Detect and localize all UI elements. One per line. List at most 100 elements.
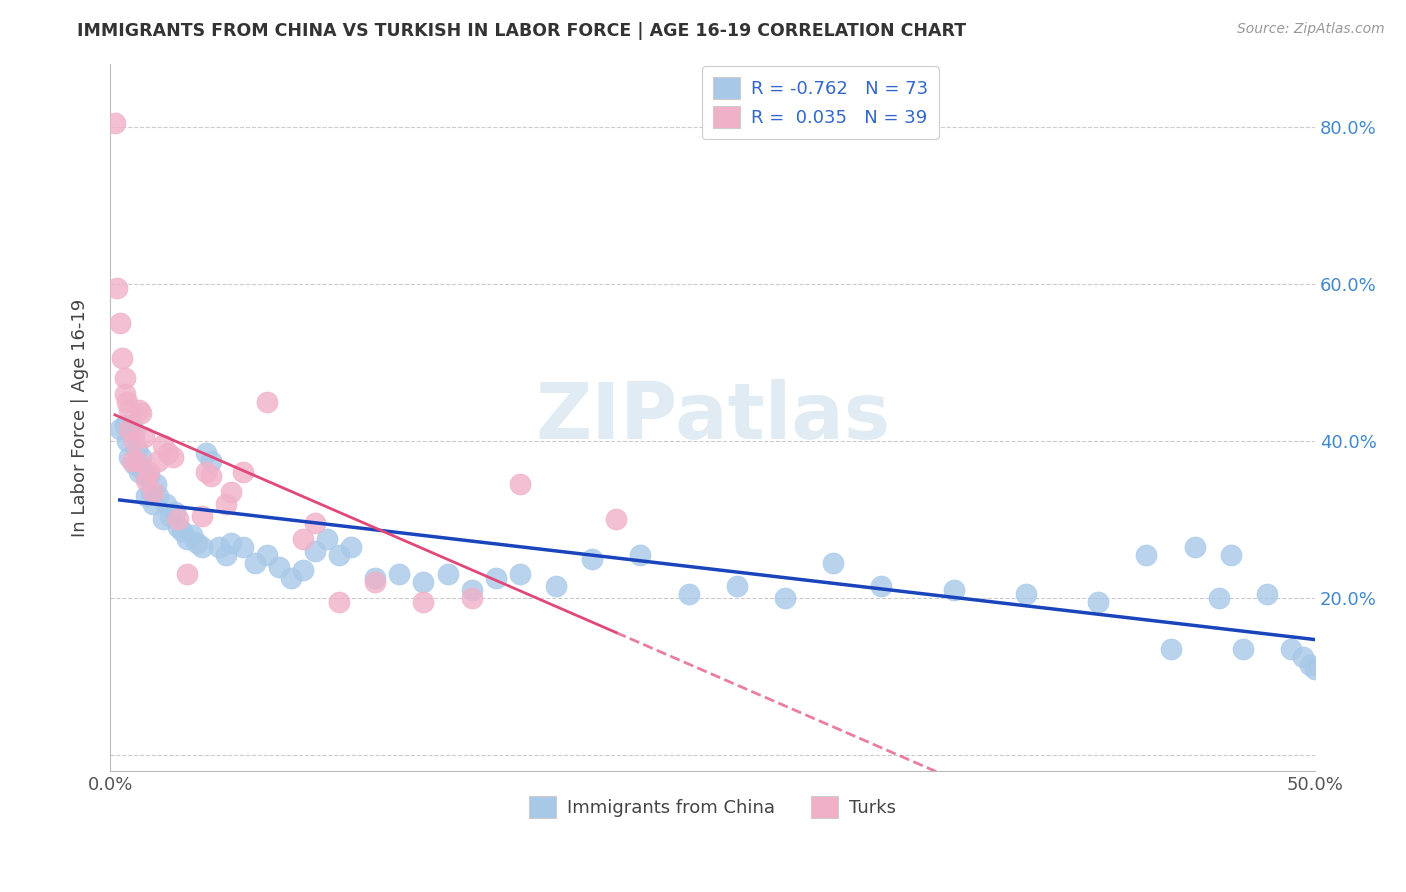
Point	[125, 453, 148, 467]
Point	[128, 466, 150, 480]
Point	[148, 489, 170, 503]
Point	[219, 485, 242, 500]
Point	[291, 564, 314, 578]
Point	[104, 116, 127, 130]
Point	[155, 497, 177, 511]
Point	[725, 579, 748, 593]
Point	[340, 540, 363, 554]
Point	[108, 422, 131, 436]
Point	[122, 458, 145, 472]
Point	[460, 591, 482, 605]
Point	[121, 453, 143, 467]
Point	[256, 548, 278, 562]
Point	[118, 450, 141, 464]
Text: IMMIGRANTS FROM CHINA VS TURKISH IN LABOR FORCE | AGE 16-19 CORRELATION CHART: IMMIGRANTS FROM CHINA VS TURKISH IN LABO…	[77, 22, 966, 40]
Point	[509, 567, 531, 582]
Point	[1256, 587, 1278, 601]
Point	[142, 485, 165, 500]
Point	[128, 402, 150, 417]
Point	[115, 394, 138, 409]
Point	[1219, 548, 1241, 562]
Point	[156, 446, 179, 460]
Point	[256, 394, 278, 409]
Point	[200, 469, 222, 483]
Point	[190, 508, 212, 523]
Point	[304, 544, 326, 558]
Point	[207, 540, 229, 554]
Point	[870, 579, 893, 593]
Point	[291, 532, 314, 546]
Point	[388, 567, 411, 582]
Point	[232, 466, 254, 480]
Point	[1279, 642, 1302, 657]
Point	[232, 540, 254, 554]
Text: Source: ZipAtlas.com: Source: ZipAtlas.com	[1237, 22, 1385, 37]
Point	[509, 477, 531, 491]
Point	[139, 485, 162, 500]
Point	[1184, 540, 1206, 554]
Point	[166, 520, 188, 534]
Point	[148, 453, 170, 467]
Point	[1232, 642, 1254, 657]
Point	[215, 497, 238, 511]
Point	[200, 453, 222, 467]
Point	[176, 532, 198, 546]
Point	[152, 512, 174, 526]
Point	[436, 567, 458, 582]
Point	[114, 371, 136, 385]
Point	[181, 528, 204, 542]
Point	[115, 434, 138, 448]
Point	[1299, 657, 1322, 672]
Point	[131, 450, 153, 464]
Point	[114, 387, 136, 401]
Point	[1087, 595, 1109, 609]
Point	[152, 438, 174, 452]
Point	[186, 536, 208, 550]
Point	[304, 516, 326, 531]
Point	[145, 477, 167, 491]
Point	[243, 556, 266, 570]
Point	[773, 591, 796, 605]
Point	[122, 434, 145, 448]
Point	[138, 469, 160, 483]
Point	[1292, 649, 1315, 664]
Point	[328, 595, 350, 609]
Point	[460, 583, 482, 598]
Point	[1015, 587, 1038, 601]
Point	[105, 281, 128, 295]
Point	[412, 575, 434, 590]
Point	[132, 430, 155, 444]
Point	[544, 579, 567, 593]
Point	[135, 473, 157, 487]
Point	[1208, 591, 1230, 605]
Point	[280, 571, 302, 585]
Point	[316, 532, 339, 546]
Point	[118, 402, 141, 417]
Point	[190, 540, 212, 554]
Point	[605, 512, 627, 526]
Point	[823, 556, 845, 570]
Point	[162, 450, 184, 464]
Point	[215, 548, 238, 562]
Point	[195, 466, 218, 480]
Point	[364, 575, 387, 590]
Point	[485, 571, 508, 585]
Point	[1303, 662, 1326, 676]
Point	[142, 497, 165, 511]
Point	[122, 426, 145, 441]
Y-axis label: In Labor Force | Age 16-19: In Labor Force | Age 16-19	[72, 298, 89, 536]
Point	[166, 512, 188, 526]
Point	[628, 548, 651, 562]
Point	[412, 595, 434, 609]
Point	[176, 567, 198, 582]
Point	[165, 505, 187, 519]
Legend: Immigrants from China, Turks: Immigrants from China, Turks	[522, 789, 903, 825]
Point	[135, 469, 157, 483]
Point	[131, 407, 153, 421]
Point	[125, 442, 148, 456]
Point	[111, 351, 134, 366]
Point	[128, 458, 150, 472]
Point	[159, 508, 181, 523]
Point	[678, 587, 700, 601]
Text: ZIPatlas: ZIPatlas	[536, 379, 890, 456]
